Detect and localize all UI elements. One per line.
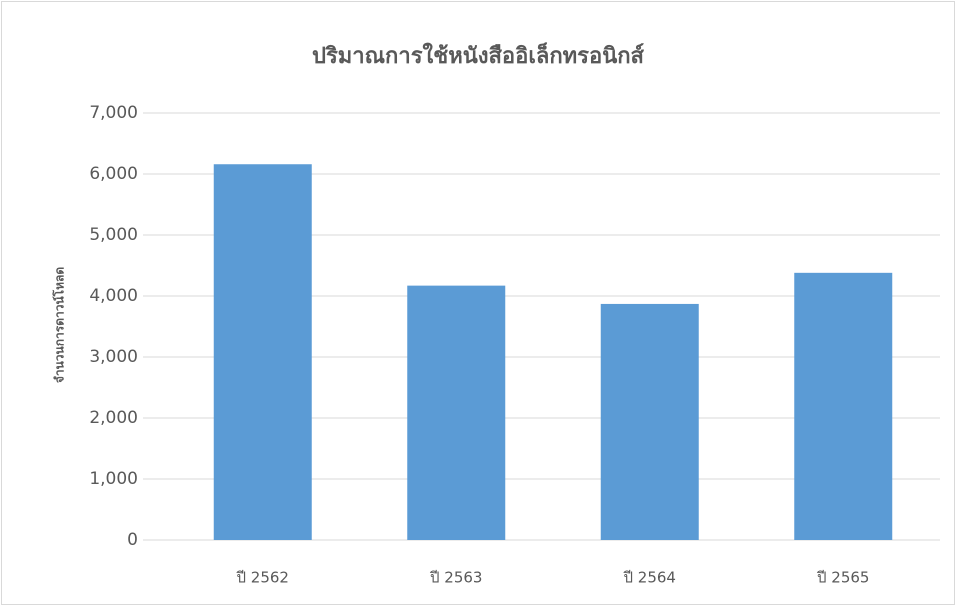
bar [601,304,699,540]
y-tick-label: 5,000 [89,225,138,245]
y-tick-label: 3,000 [89,347,138,367]
bar [214,164,312,540]
x-tick-label: ปี 2565 [816,569,869,587]
x-tick-label: ปี 2564 [623,569,676,587]
y-tick-label: 2,000 [89,408,138,428]
y-tick-label: 7,000 [89,103,138,123]
bar [407,286,505,540]
y-tick-label: 0 [127,530,138,550]
chart: ปริมาณการใช้หนังสืออิเล็กทรอนิกส์ จำนวนก… [0,0,956,606]
y-tick-label: 1,000 [89,469,138,489]
x-tick-label: ปี 2562 [236,569,289,587]
bar [794,273,892,540]
y-tick-label: 4,000 [89,286,138,306]
x-tick-label: ปี 2563 [429,569,482,587]
chart-title: ปริมาณการใช้หนังสืออิเล็กทรอนิกส์ [312,41,645,69]
y-axis-label: จำนวนการดาวน์โหลด [52,267,67,384]
y-tick-label: 6,000 [89,164,138,184]
